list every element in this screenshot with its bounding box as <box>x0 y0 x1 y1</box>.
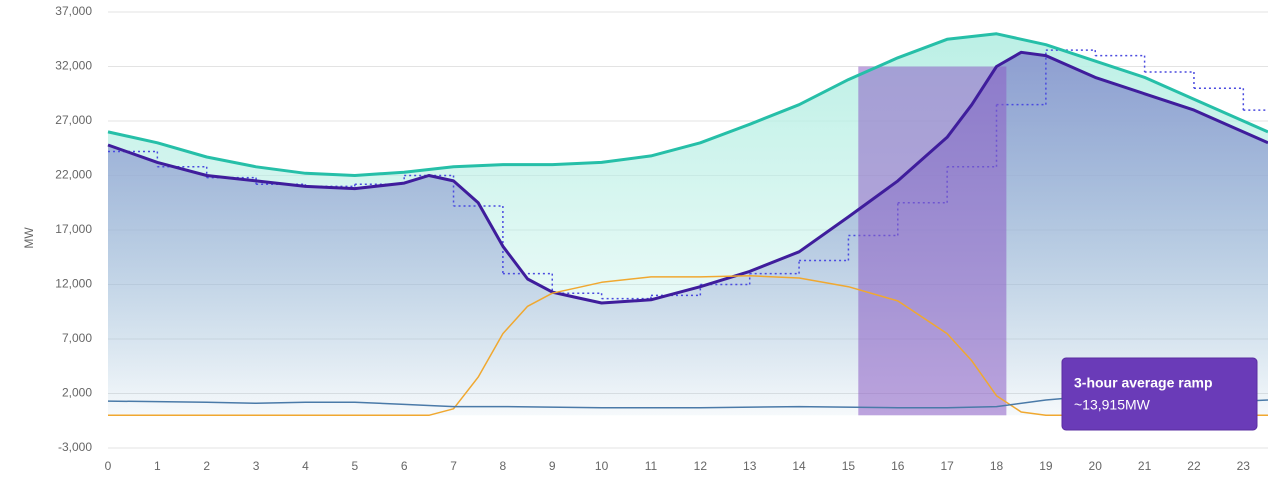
x-tick-label: 14 <box>792 459 806 473</box>
y-tick-label: 22,000 <box>55 168 92 182</box>
annotation-text: ~13,915MW <box>1074 397 1151 413</box>
series-line <box>108 275 1268 417</box>
y-tick-label: 32,000 <box>55 59 92 73</box>
x-tick-label: 12 <box>694 459 708 473</box>
y-tick-label: 37,000 <box>55 4 92 18</box>
x-tick-label: 2 <box>203 459 210 473</box>
x-tick-label: 7 <box>450 459 457 473</box>
x-tick-label: 19 <box>1039 459 1053 473</box>
x-tick-label: 11 <box>645 459 658 473</box>
x-tick-label: 0 <box>105 459 112 473</box>
y-tick-label: 2,000 <box>62 386 92 400</box>
y-tick-label: 17,000 <box>55 222 92 236</box>
x-tick-label: 5 <box>351 459 358 473</box>
x-tick-label: 16 <box>891 459 905 473</box>
x-tick-label: 4 <box>302 459 309 473</box>
x-tick-label: 22 <box>1187 459 1201 473</box>
x-tick-label: 6 <box>401 459 408 473</box>
x-tick-label: 23 <box>1237 459 1251 473</box>
x-tick-label: 3 <box>253 459 260 473</box>
x-tick-label: 20 <box>1089 459 1103 473</box>
x-tick-label: 10 <box>595 459 609 473</box>
y-tick-label: 12,000 <box>55 277 92 291</box>
x-tick-label: 21 <box>1138 459 1152 473</box>
x-tick-label: 13 <box>743 459 757 473</box>
ramp-band <box>858 66 1007 416</box>
x-tick-label: 9 <box>549 459 556 473</box>
x-tick-label: 1 <box>154 459 161 473</box>
y-axis-label: MW <box>22 227 36 249</box>
x-tick-label: 15 <box>842 459 856 473</box>
x-tick-label: 8 <box>500 459 507 473</box>
y-tick-label: 27,000 <box>55 113 92 127</box>
series-line <box>107 50 1268 305</box>
series-line <box>107 32 1268 177</box>
annotation-box <box>1061 357 1258 431</box>
x-tick-label: 18 <box>990 459 1004 473</box>
y-tick-label: 7,000 <box>62 331 92 345</box>
x-tick-label: 17 <box>940 459 954 473</box>
annotation-title: 3-hour average ramp <box>1074 375 1213 391</box>
y-tick-label: -3,000 <box>58 440 92 454</box>
